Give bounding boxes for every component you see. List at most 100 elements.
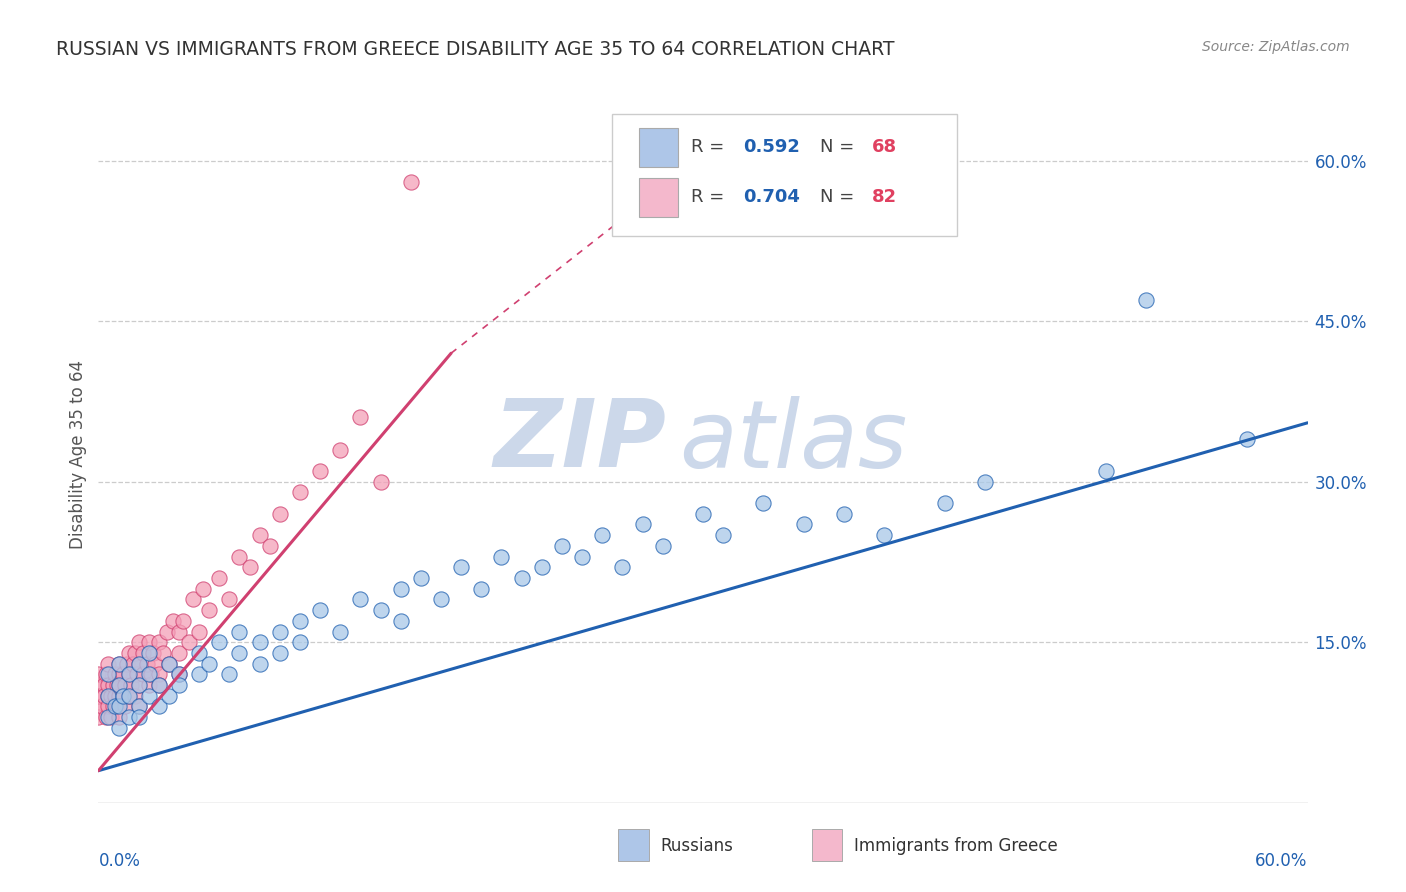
Point bbox=[93, 689, 115, 703]
Point bbox=[124, 689, 146, 703]
Point bbox=[167, 678, 190, 692]
FancyBboxPatch shape bbox=[638, 128, 678, 167]
Point bbox=[631, 517, 654, 532]
Text: 0.0%: 0.0% bbox=[98, 852, 141, 870]
Point bbox=[530, 560, 553, 574]
Point bbox=[103, 667, 125, 681]
Point bbox=[96, 710, 118, 724]
Point bbox=[121, 657, 143, 671]
Point bbox=[107, 689, 129, 703]
Point bbox=[105, 699, 128, 714]
Point bbox=[142, 646, 165, 660]
FancyBboxPatch shape bbox=[811, 830, 842, 861]
Point bbox=[228, 646, 250, 660]
Point bbox=[430, 592, 453, 607]
Text: 60.0%: 60.0% bbox=[1256, 852, 1308, 870]
Text: 0.704: 0.704 bbox=[742, 188, 800, 206]
Point bbox=[105, 678, 128, 692]
Point bbox=[125, 667, 148, 681]
Point bbox=[115, 657, 138, 671]
Text: N =: N = bbox=[820, 188, 860, 206]
Point bbox=[157, 689, 180, 703]
Point bbox=[97, 667, 120, 681]
Point bbox=[118, 689, 141, 703]
Point bbox=[107, 699, 129, 714]
Point bbox=[198, 603, 221, 617]
Point bbox=[198, 657, 221, 671]
Point bbox=[259, 539, 281, 553]
Text: N =: N = bbox=[820, 138, 860, 156]
Point bbox=[389, 582, 412, 596]
Text: R =: R = bbox=[690, 188, 730, 206]
Point bbox=[128, 635, 150, 649]
Point bbox=[118, 689, 141, 703]
Point bbox=[128, 678, 150, 692]
Point bbox=[128, 699, 150, 714]
Point bbox=[152, 646, 174, 660]
Point bbox=[571, 549, 593, 564]
Point bbox=[349, 410, 371, 425]
Point bbox=[409, 571, 432, 585]
Point bbox=[87, 689, 110, 703]
Point bbox=[873, 528, 896, 542]
Point bbox=[103, 689, 125, 703]
Point bbox=[107, 657, 129, 671]
Point bbox=[612, 560, 634, 574]
Point bbox=[138, 635, 160, 649]
Text: atlas: atlas bbox=[679, 395, 907, 486]
Point bbox=[208, 571, 231, 585]
Text: Immigrants from Greece: Immigrants from Greece bbox=[855, 837, 1057, 855]
Point bbox=[148, 678, 170, 692]
Text: ZIP: ZIP bbox=[494, 395, 666, 487]
Point bbox=[181, 592, 204, 607]
Point bbox=[288, 485, 311, 500]
Point bbox=[118, 646, 141, 660]
Point bbox=[87, 667, 110, 681]
Point bbox=[157, 657, 180, 671]
Point bbox=[551, 539, 574, 553]
Point bbox=[349, 592, 371, 607]
Text: R =: R = bbox=[690, 138, 730, 156]
Point bbox=[167, 624, 190, 639]
Point bbox=[399, 175, 422, 189]
Point bbox=[208, 635, 231, 649]
Point bbox=[167, 646, 190, 660]
Point bbox=[249, 635, 271, 649]
Point bbox=[107, 657, 129, 671]
Point bbox=[711, 528, 734, 542]
Point bbox=[118, 667, 141, 681]
Point bbox=[139, 667, 162, 681]
Point bbox=[87, 710, 110, 724]
Point bbox=[97, 699, 120, 714]
Point bbox=[218, 592, 240, 607]
Point bbox=[107, 721, 129, 735]
Point bbox=[148, 699, 170, 714]
Point bbox=[651, 539, 673, 553]
Point bbox=[157, 657, 180, 671]
FancyBboxPatch shape bbox=[638, 178, 678, 217]
Point bbox=[143, 657, 166, 671]
Point bbox=[179, 635, 201, 649]
Point bbox=[1135, 293, 1157, 307]
Point bbox=[491, 549, 513, 564]
Text: Source: ZipAtlas.com: Source: ZipAtlas.com bbox=[1202, 40, 1350, 54]
Point bbox=[288, 635, 311, 649]
Point bbox=[138, 678, 160, 692]
Point bbox=[96, 667, 118, 681]
Text: 0.592: 0.592 bbox=[742, 138, 800, 156]
Point bbox=[228, 549, 250, 564]
Point bbox=[128, 710, 150, 724]
Point bbox=[218, 667, 240, 681]
Point bbox=[107, 678, 129, 692]
Point bbox=[288, 614, 311, 628]
Point bbox=[162, 614, 184, 628]
Text: 82: 82 bbox=[872, 188, 897, 206]
Point bbox=[100, 689, 122, 703]
Point bbox=[111, 689, 134, 703]
Point bbox=[1095, 464, 1118, 478]
Point bbox=[128, 678, 150, 692]
Point bbox=[97, 689, 120, 703]
Point bbox=[188, 667, 211, 681]
Point bbox=[249, 657, 271, 671]
Point bbox=[389, 614, 412, 628]
